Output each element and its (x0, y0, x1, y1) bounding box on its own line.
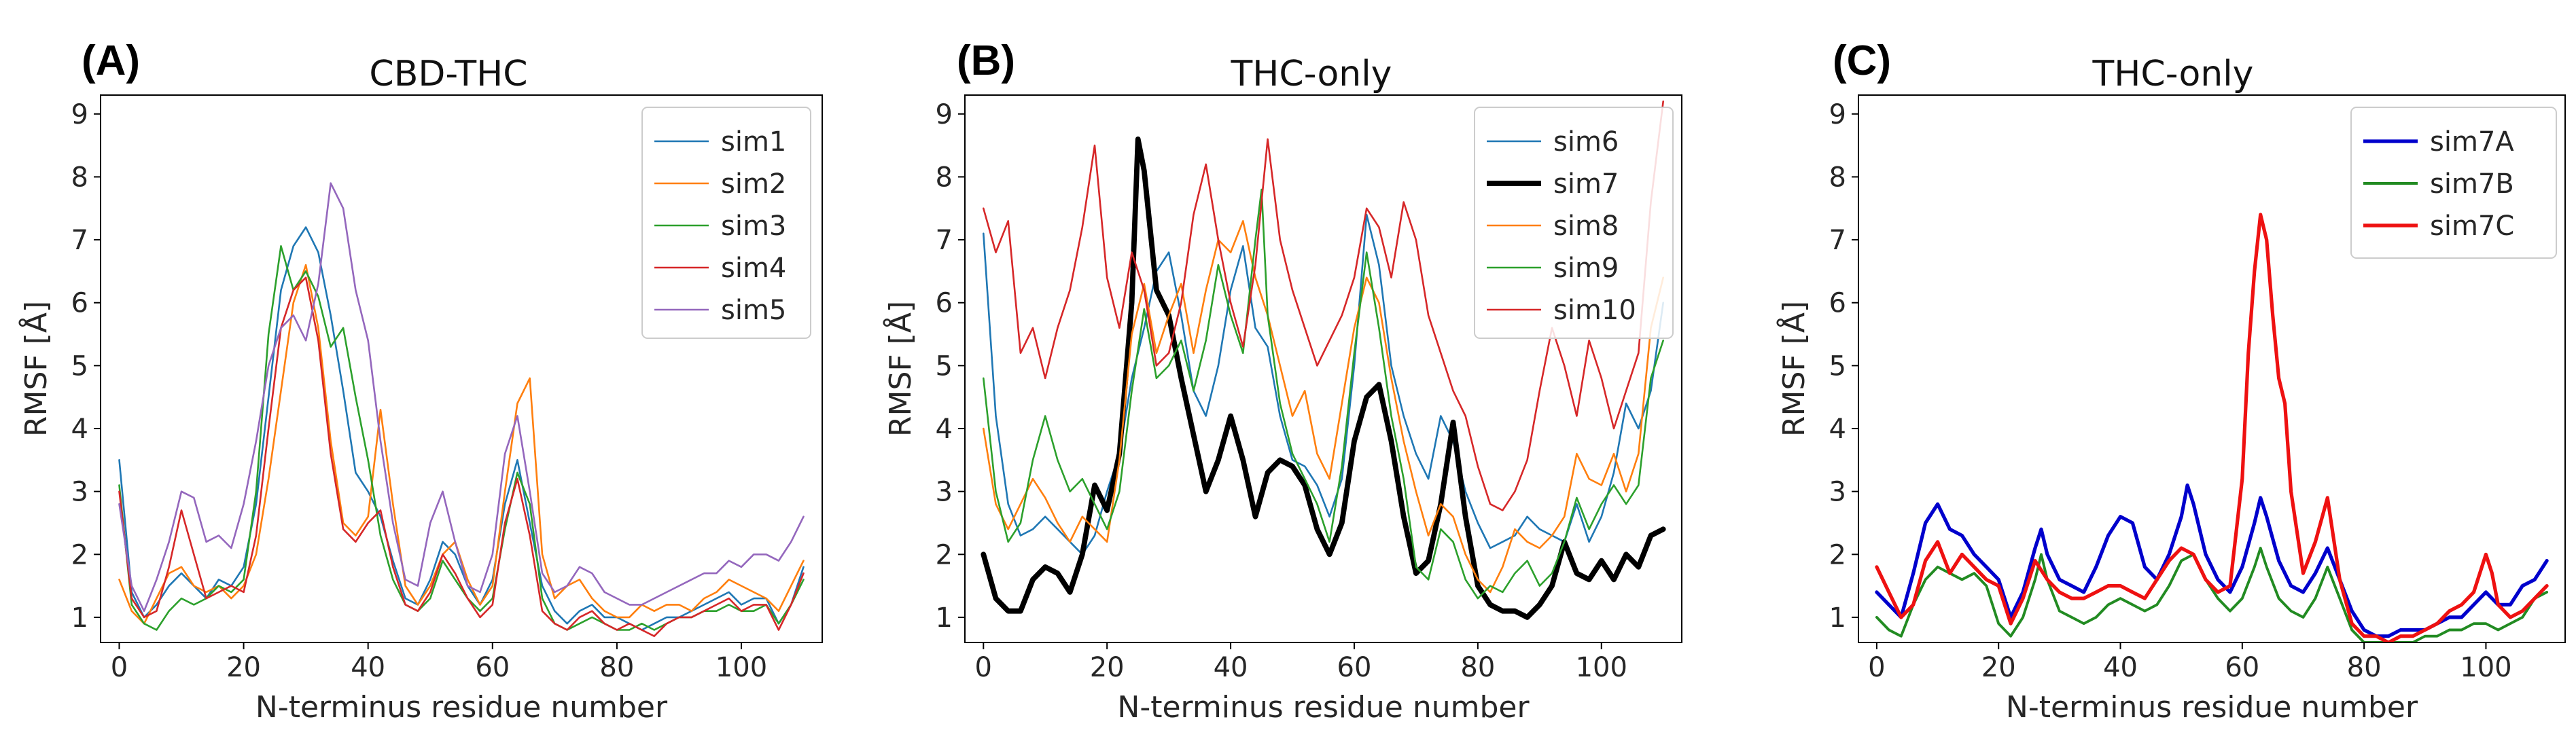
panel-label: (A) (82, 37, 140, 84)
y-tick-label: 6 (71, 288, 88, 319)
series-line-sim7 (981, 137, 1666, 620)
series-group (981, 101, 1666, 620)
x-tick-label: 20 (1981, 652, 2016, 683)
y-tick-label: 7 (1829, 225, 1846, 256)
x-tick-label: 60 (2225, 652, 2259, 683)
y-tick-label: 8 (71, 162, 88, 193)
y-tick-label: 6 (936, 288, 953, 319)
panel-label: (C) (1833, 37, 1891, 84)
series-group (118, 182, 805, 637)
x-axis-label: N-terminus residue number (2006, 690, 2418, 725)
series-line-sim9 (983, 188, 1664, 600)
panel-label: (B) (957, 37, 1015, 84)
y-tick-label: 5 (71, 350, 88, 382)
plot-frame (100, 94, 823, 643)
series-line-sim5 (118, 182, 805, 612)
y-tick-label: 9 (936, 99, 953, 130)
legend-label-sim7C: sim7C (2430, 211, 2514, 242)
x-tick-label: 0 (975, 652, 992, 683)
legend-box (1474, 107, 1674, 339)
y-tick-label: 1 (936, 602, 953, 634)
y-tick-label: 9 (1829, 99, 1846, 130)
chart-title: THC-only (2092, 54, 2254, 94)
legend: sim6 sim7 sim8 sim9 sim10 (1474, 107, 1674, 339)
y-tick-label: 3 (1829, 477, 1846, 508)
legend: sim7A sim7B sim7C (2350, 107, 2557, 259)
legend-label-sim9: sim9 (1553, 253, 1619, 284)
chart-panel-1: (A) CBD-THC 0 20 40 60 80 100 1 2 3 4 5 6 7 8 9 N-terminu… (18, 37, 823, 725)
chart-panel-2: (B) THC-only 0 20 40 60 80 100 1 2 3 4 5 6 7 8 9 N-termin… (882, 37, 1682, 725)
y-tick-label: 2 (71, 539, 88, 570)
x-tick-label: 20 (226, 652, 261, 683)
y-tick-label: 9 (71, 99, 88, 130)
legend-label-sim2: sim2 (721, 168, 786, 200)
y-axis-label: RMSF [Å] (1776, 301, 1812, 437)
y-tick-label: 2 (1829, 539, 1846, 570)
x-tick-label: 20 (1090, 652, 1125, 683)
series-group (1875, 213, 2549, 642)
legend: sim1 sim2 sim3 sim4 sim5 (641, 107, 811, 339)
y-tick-label: 8 (936, 162, 953, 193)
legend-label-sim4: sim4 (721, 253, 786, 284)
y-tick-label: 7 (936, 225, 953, 256)
series-line-sim7C (1875, 213, 2549, 642)
legend-label-sim5: sim5 (721, 295, 786, 326)
y-tick-label: 6 (1829, 288, 1846, 319)
legend-box (641, 107, 811, 339)
x-tick-label: 80 (2347, 652, 2382, 683)
x-tick-label: 60 (1337, 652, 1372, 683)
legend-label-sim7: sim7 (1553, 168, 1619, 200)
x-tick-label: 0 (1868, 652, 1885, 683)
x-tick-label: 40 (2103, 652, 2138, 683)
y-tick-label: 3 (71, 477, 88, 508)
x-tick-label: 60 (475, 652, 510, 683)
y-tick-label: 7 (71, 225, 88, 256)
series-line-sim8 (983, 220, 1664, 594)
y-axis-label: RMSF [Å] (882, 301, 918, 437)
y-tick-label: 5 (1829, 350, 1846, 382)
x-tick-label: 40 (351, 652, 385, 683)
y-tick-label: 5 (936, 350, 953, 382)
y-tick-label: 4 (71, 414, 88, 445)
x-tick-label: 40 (1214, 652, 1248, 683)
y-tick-label: 8 (1829, 162, 1846, 193)
x-axis-label: N-terminus residue number (1117, 690, 1530, 725)
legend-box (2350, 107, 2557, 259)
x-axis-label: N-terminus residue number (255, 690, 668, 725)
legend-label-sim7A: sim7A (2430, 126, 2514, 158)
y-tick-label: 2 (936, 539, 953, 570)
y-axis-label: RMSF [Å] (18, 301, 54, 437)
series-line-sim6 (983, 213, 1664, 556)
plot-frame (1858, 94, 2566, 643)
legend-label-sim10: sim10 (1553, 295, 1636, 326)
legend-label-sim3: sim3 (721, 211, 786, 242)
legend-label-sim1: sim1 (721, 126, 786, 158)
y-tick-label: 3 (936, 477, 953, 508)
y-tick-label: 4 (1829, 414, 1846, 445)
x-tick-label: 0 (111, 652, 128, 683)
series-line-sim1 (118, 226, 805, 631)
plot-frame (964, 94, 1682, 643)
series-line-sim4 (118, 276, 805, 637)
x-tick-label: 100 (1576, 652, 1627, 683)
series-line-sim7B (1875, 547, 2549, 642)
legend-label-sim7B: sim7B (2430, 168, 2514, 200)
x-tick-label: 80 (599, 652, 634, 683)
x-tick-label: 80 (1460, 652, 1495, 683)
y-tick-label: 1 (1829, 602, 1846, 634)
legend-label-sim8: sim8 (1553, 211, 1619, 242)
y-tick-label: 1 (71, 602, 88, 634)
legend-label-sim6: sim6 (1553, 126, 1619, 158)
x-tick-label: 100 (716, 652, 767, 683)
x-tick-label: 100 (2460, 652, 2511, 683)
chart-title: THC-only (1231, 54, 1392, 94)
chart-panel-3: (C) THC-only 0 20 40 60 80 100 1 2 3 4 5 6 7 8 9 N-termin… (1776, 37, 2566, 725)
y-tick-label: 4 (936, 414, 953, 445)
chart-title: CBD-THC (369, 54, 527, 94)
